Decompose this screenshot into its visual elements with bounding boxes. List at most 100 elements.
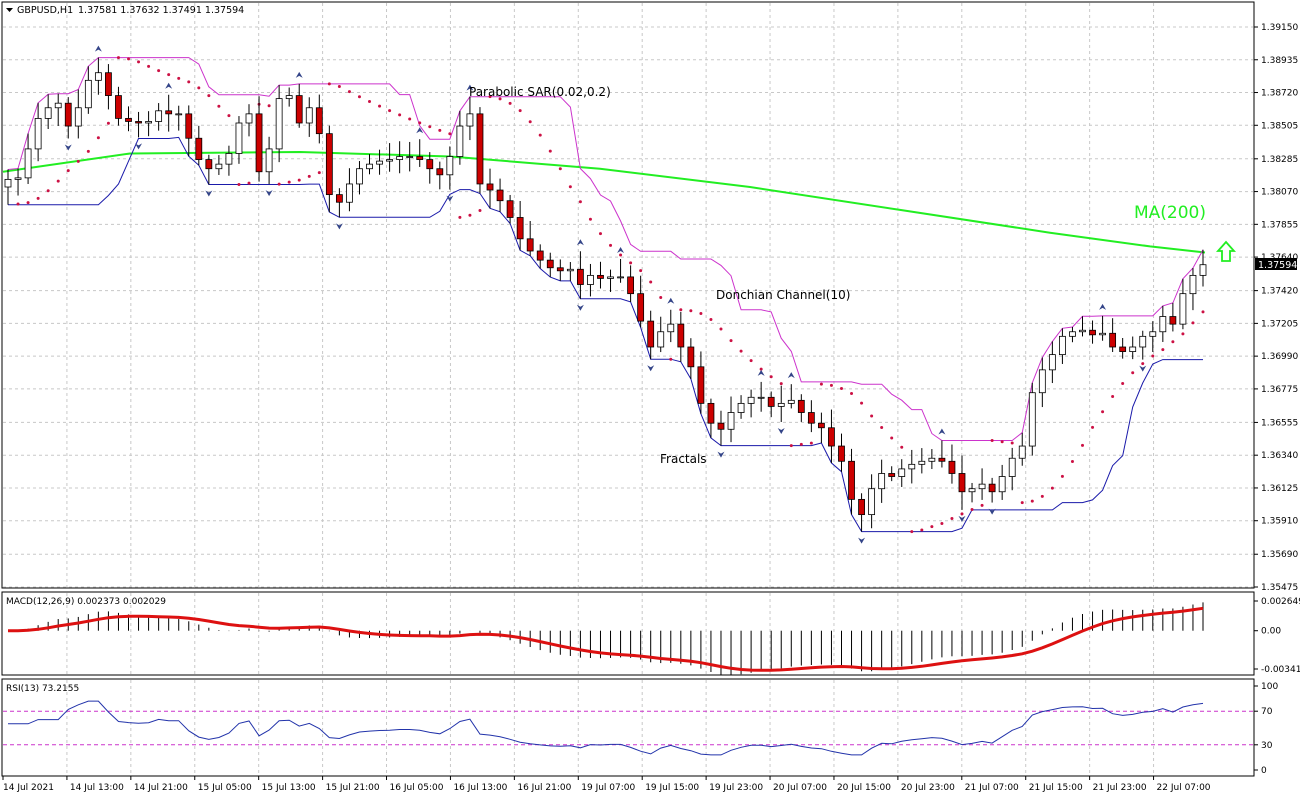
time-tick-label: 16 Jul 21:00 (517, 783, 571, 793)
price-tick-label: 1.38285 (1261, 155, 1298, 165)
sar-dot (659, 295, 663, 299)
fractal-up-marker (617, 246, 625, 253)
rsi-panel[interactable] (1, 678, 1255, 777)
fractal-down-marker (647, 365, 655, 372)
macd-signal-line (8, 606, 1204, 672)
sar-dot (990, 438, 994, 442)
candle-body (797, 399, 805, 413)
candle-body (456, 125, 464, 157)
candle-body (426, 159, 434, 170)
sar-dot (930, 525, 934, 529)
candle-body (396, 156, 404, 160)
sar-dot (1141, 362, 1145, 366)
rsi-tick-label: 100 (1261, 682, 1278, 692)
fractals-annotation: Fractals (660, 452, 707, 466)
sar-dot (1161, 348, 1165, 352)
candle-body (356, 168, 363, 185)
triangle-down-icon[interactable] (6, 8, 13, 12)
price-tick-label: 1.36340 (1261, 451, 1298, 461)
candle-body (305, 107, 313, 124)
sar-dot (157, 69, 161, 73)
sar-dot (629, 261, 633, 265)
candle-body (587, 274, 594, 285)
candle-body (64, 102, 72, 127)
sar-dot (187, 80, 191, 84)
candle-body (938, 457, 946, 462)
sar-dot (327, 82, 331, 86)
rsi-label: RSI(13) 73.2155 (6, 684, 79, 694)
sar-dot (307, 174, 311, 178)
sar-dot (86, 149, 90, 153)
candle-body (1139, 335, 1147, 348)
sar-dot (619, 253, 623, 257)
candle-body (1129, 346, 1137, 352)
sar-dot (26, 201, 30, 205)
candle-body (667, 323, 675, 333)
sar-dot (167, 73, 171, 77)
fractal-up-marker (1099, 303, 1107, 310)
candle-body (255, 113, 263, 173)
sar-dot (1181, 332, 1185, 336)
candle-body (506, 200, 514, 218)
candle-body (516, 217, 524, 240)
donchian-upper-line (7, 57, 1204, 441)
candle-body (105, 72, 112, 96)
fractal-up-marker (466, 84, 474, 91)
sar-dot (428, 125, 432, 129)
time-tick-label: 21 Jul 15:00 (1029, 783, 1083, 793)
sar-dot (729, 339, 733, 343)
candle-body (968, 488, 976, 493)
sar-dot (498, 97, 502, 101)
candle-body (1028, 392, 1036, 447)
candle-body (1159, 316, 1167, 333)
sar-dot (639, 269, 643, 273)
fractal-up-marker (165, 82, 173, 89)
sar-dot (177, 76, 181, 80)
candle-body (526, 238, 534, 252)
candle-body (175, 113, 183, 116)
price-tick-label: 1.37855 (1261, 220, 1298, 230)
current-price-label: 1.37594 (1258, 260, 1297, 271)
time-tick-label: 14 Jul 2021 (3, 783, 54, 793)
fractal-down-marker (988, 508, 996, 515)
candle-body (406, 156, 414, 158)
time-tick-label: 22 Jul 07:00 (1157, 783, 1211, 793)
ohlc-label: 1.37581 1.37632 1.37491 1.37594 (78, 5, 244, 16)
sar-dot (317, 171, 321, 175)
candle-body (265, 148, 273, 173)
candle-body (717, 422, 725, 430)
candle-body (235, 122, 243, 154)
candle-body (948, 460, 956, 474)
ma-annotation: MA(200) (1134, 203, 1206, 223)
sar-dot (347, 90, 351, 94)
sar-dot (478, 208, 482, 212)
price-tick-label: 1.38070 (1261, 188, 1298, 198)
sar-dot (528, 120, 532, 124)
candle-body (777, 402, 785, 407)
candle-body (1048, 354, 1056, 371)
sar-dot (910, 530, 914, 534)
candle-body (838, 445, 845, 462)
sar-dot (1151, 354, 1155, 358)
candle-body (647, 320, 655, 348)
axes-layer: 1.39150 1.38935 1.38720 1.38505 1.38285 1.380… (2, 23, 1300, 793)
candle-body (84, 79, 92, 109)
sar-dot (839, 386, 843, 390)
candle-body (215, 163, 223, 170)
sar-dot (1191, 321, 1195, 325)
sar-dot (378, 104, 382, 108)
main-panel[interactable] (1, 1, 1255, 589)
sar-dot (649, 280, 653, 284)
rsi-layer (3, 700, 1253, 756)
indicator-layer (2, 56, 1206, 534)
sar-dot (679, 308, 683, 312)
macd-panel[interactable] (1, 591, 1255, 676)
candle-body (848, 460, 855, 500)
candle-body (1079, 329, 1086, 333)
sar-dot (819, 382, 823, 386)
sar-dot (900, 445, 904, 449)
sar-dot (297, 178, 301, 182)
fractal-up-marker (787, 372, 795, 379)
candle-body (366, 163, 373, 170)
